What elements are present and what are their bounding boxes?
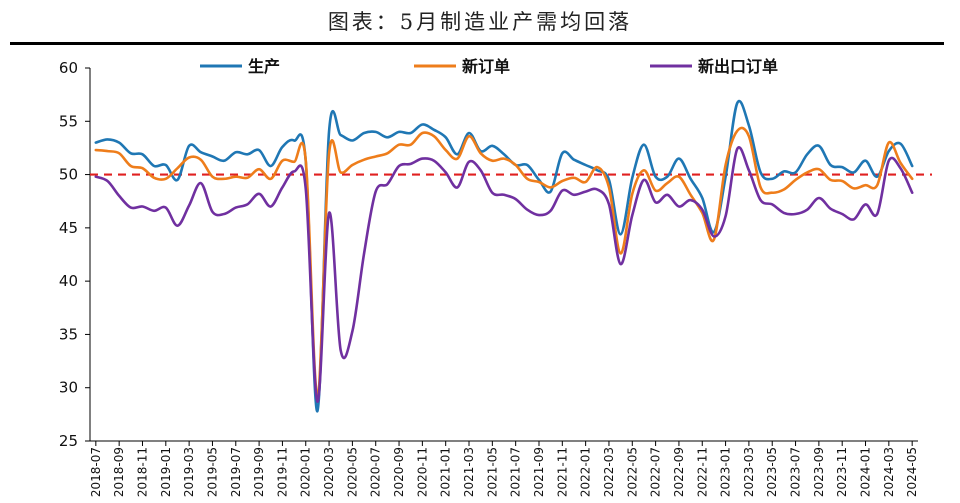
x-tick-label: 2021-11 bbox=[555, 447, 569, 497]
title-divider bbox=[10, 42, 944, 45]
x-tick-label: 2024-05 bbox=[905, 447, 919, 497]
x-tick-label: 2020-09 bbox=[392, 447, 406, 497]
chart-title: 图表：5月制造业产需均回落 bbox=[327, 10, 633, 34]
x-tick-label: 2018-09 bbox=[112, 447, 126, 497]
x-tick-label: 2022-01 bbox=[579, 447, 593, 497]
chart-axes: 25 30 35 40 45 50 55 60 2018-07 2018-09 2018-11 201… bbox=[59, 59, 919, 497]
y-tick-label: 45 bbox=[59, 219, 78, 237]
legend-label-new-export-orders: 新出口订单 bbox=[698, 57, 778, 76]
x-tick-label: 2023-05 bbox=[765, 447, 779, 497]
series-line-new-orders bbox=[94, 126, 914, 397]
x-tick-label: 2023-01 bbox=[719, 447, 733, 497]
x-tick-label: 2019-05 bbox=[205, 447, 219, 497]
x-tick-label: 2019-01 bbox=[159, 447, 173, 497]
legend-label-production: 生产 bbox=[248, 57, 280, 76]
x-tick-label: 2020-05 bbox=[345, 447, 359, 497]
x-tick-label: 2020-11 bbox=[415, 447, 429, 497]
y-tick-label: 60 bbox=[59, 59, 78, 77]
x-tick-label: 2019-03 bbox=[182, 447, 196, 497]
y-tick-label: 55 bbox=[59, 112, 78, 130]
x-tick-label: 2021-05 bbox=[485, 447, 499, 497]
y-tick-label: 25 bbox=[59, 432, 78, 450]
x-tick-label: 2022-11 bbox=[695, 447, 709, 497]
x-tick-label: 2024-03 bbox=[882, 447, 896, 497]
x-tick-label: 2021-07 bbox=[509, 447, 523, 497]
legend-label-new-orders: 新订单 bbox=[462, 57, 510, 76]
x-tick-label: 2021-09 bbox=[532, 447, 546, 497]
x-tick-label: 2022-07 bbox=[649, 447, 663, 497]
x-tick-label: 2019-07 bbox=[229, 447, 243, 497]
x-tick-label: 2020-07 bbox=[369, 447, 383, 497]
series-layer bbox=[94, 99, 914, 413]
x-tick-label: 2022-03 bbox=[602, 447, 616, 497]
x-tick-label: 2019-09 bbox=[252, 447, 266, 497]
x-tick-label: 2024-01 bbox=[859, 447, 873, 497]
x-tick-label: 2019-11 bbox=[275, 447, 289, 497]
y-tick-label: 50 bbox=[59, 166, 78, 184]
x-tick-label: 2018-07 bbox=[89, 447, 103, 497]
y-tick-label: 30 bbox=[59, 379, 78, 397]
x-tick-label: 2023-11 bbox=[835, 447, 849, 497]
x-tick-label: 2020-03 bbox=[322, 447, 336, 497]
x-tick-label: 2022-05 bbox=[625, 447, 639, 497]
x-tick-label: 2020-01 bbox=[299, 447, 313, 497]
y-tick-label: 35 bbox=[59, 325, 78, 343]
x-tick-label: 2023-03 bbox=[742, 447, 756, 497]
x-tick-label: 2018-11 bbox=[135, 447, 149, 497]
x-tick-label: 2021-03 bbox=[462, 447, 476, 497]
y-tick-label: 40 bbox=[59, 272, 78, 290]
series-line-production bbox=[94, 99, 914, 413]
x-tick-label: 2023-07 bbox=[789, 447, 803, 497]
x-tick-label: 2023-09 bbox=[812, 447, 826, 497]
x-tick-label: 2021-01 bbox=[439, 447, 453, 497]
series-line-new-export-orders bbox=[94, 146, 914, 403]
legend: 生产 新订单 新出口订单 bbox=[200, 57, 778, 76]
x-tick-label: 2022-09 bbox=[672, 447, 686, 497]
